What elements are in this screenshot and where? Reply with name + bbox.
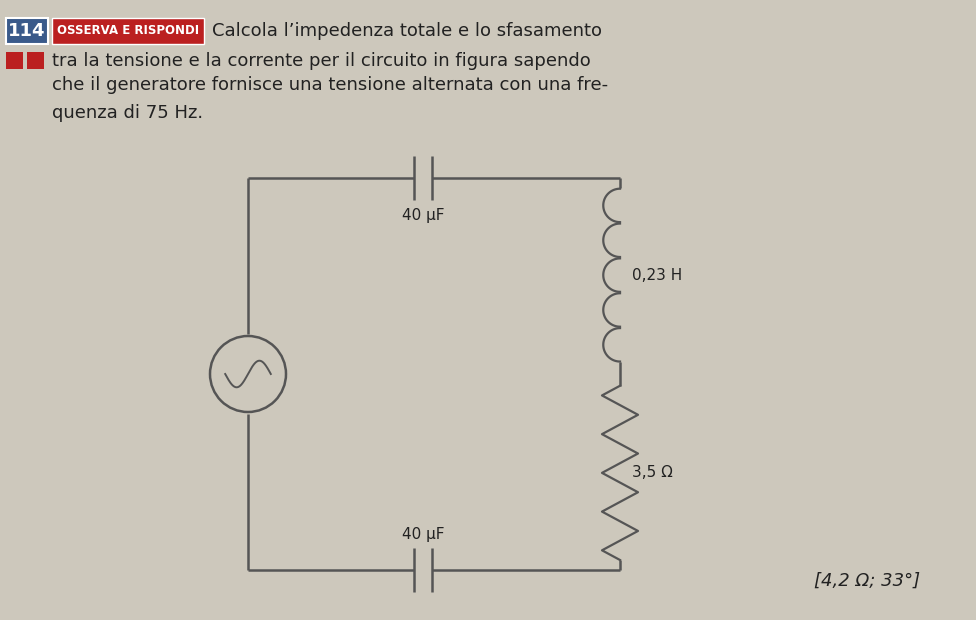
Text: quenza di 75 Hz.: quenza di 75 Hz. [52,104,203,122]
Text: OSSERVA E RISPONDI: OSSERVA E RISPONDI [57,25,199,37]
Text: 3,5 Ω: 3,5 Ω [632,466,672,480]
Text: 0,23 H: 0,23 H [632,268,682,283]
Text: che il generatore fornisce una tensione alternata con una fre-: che il generatore fornisce una tensione … [52,76,608,94]
Text: Calcola l’impedenza totale e lo sfasamento: Calcola l’impedenza totale e lo sfasamen… [212,22,602,40]
FancyBboxPatch shape [6,18,48,44]
Text: [4,2 Ω; 33°]: [4,2 Ω; 33°] [814,572,920,590]
Text: 40 μF: 40 μF [401,527,444,542]
Text: tra la tensione e la corrente per il circuito in figura sapendo: tra la tensione e la corrente per il cir… [52,51,590,69]
Text: 114: 114 [8,22,46,40]
Bar [6,52,23,69]
Text: 40 μF: 40 μF [401,208,444,223]
FancyBboxPatch shape [52,18,204,44]
Circle shape [210,336,286,412]
Bar [27,52,44,69]
